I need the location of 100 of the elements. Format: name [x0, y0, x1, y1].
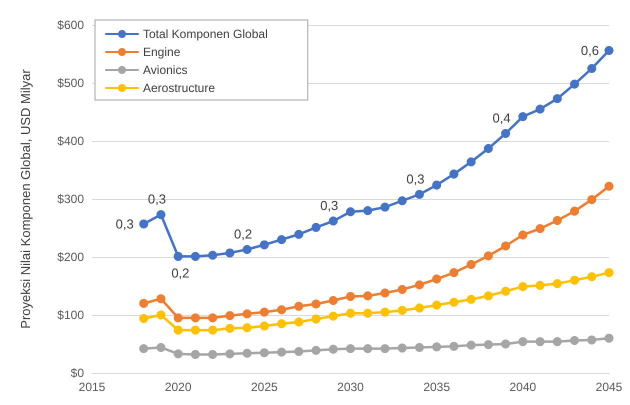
point	[398, 284, 407, 294]
point	[414, 342, 424, 352]
point	[277, 348, 286, 357]
point	[587, 195, 596, 204]
y-tick-label: $100	[57, 308, 84, 322]
point	[294, 317, 304, 326]
point	[190, 326, 200, 335]
point	[414, 190, 424, 199]
point	[208, 313, 218, 322]
point	[570, 80, 580, 89]
point	[552, 94, 562, 104]
annotation: 0,3	[406, 171, 424, 186]
point	[312, 346, 321, 355]
annotation: 0,6	[580, 43, 599, 58]
point	[346, 207, 355, 216]
point	[518, 112, 528, 122]
point	[363, 291, 372, 300]
point	[190, 252, 200, 261]
point	[328, 312, 338, 321]
point	[570, 336, 580, 346]
point	[587, 335, 596, 344]
point	[208, 350, 218, 359]
point	[260, 322, 269, 331]
point	[260, 240, 269, 250]
point	[208, 326, 218, 335]
legend-label: Engine	[143, 45, 181, 59]
point	[346, 344, 355, 354]
point	[156, 310, 166, 320]
point	[139, 344, 148, 354]
point	[449, 170, 458, 179]
point	[518, 337, 528, 346]
point	[156, 210, 166, 220]
point	[312, 299, 321, 308]
point	[225, 324, 234, 333]
point	[190, 313, 200, 322]
point	[432, 300, 442, 310]
point	[242, 323, 252, 332]
point	[484, 144, 493, 154]
point	[552, 216, 562, 225]
point	[363, 344, 372, 354]
point	[380, 288, 390, 298]
legend-label: Aerostructure	[143, 81, 216, 95]
y-tick-label: $0	[70, 366, 84, 380]
point	[242, 348, 252, 358]
point	[501, 241, 510, 250]
y-tick-label: $400	[57, 134, 84, 148]
point	[363, 206, 372, 216]
point	[484, 251, 493, 260]
annotation: 0,3	[148, 192, 166, 207]
point	[380, 344, 390, 354]
x-tick-label: 2040	[509, 380, 537, 394]
point	[484, 291, 493, 300]
point	[501, 340, 510, 348]
point	[536, 104, 545, 114]
point	[328, 296, 338, 305]
point	[570, 276, 580, 285]
point	[414, 304, 424, 313]
point	[536, 224, 545, 234]
point	[312, 222, 321, 232]
x-tick-label: 2045	[596, 380, 623, 394]
point	[449, 342, 458, 351]
point	[294, 230, 304, 239]
point	[552, 279, 562, 288]
point	[380, 202, 390, 212]
point	[518, 282, 528, 292]
x-tick-label: 2035	[423, 380, 450, 394]
point	[190, 350, 200, 359]
point	[466, 157, 476, 166]
legend-label: Total Komponen Global	[143, 27, 268, 41]
y-tick-label: $500	[57, 76, 84, 90]
legend-label: Avionics	[143, 63, 188, 77]
point	[260, 308, 269, 317]
y-axis-title: Proyeksi Nilai Komponen Global, USD Milyar	[18, 68, 33, 329]
point	[414, 280, 424, 290]
x-tick-label: 2025	[250, 380, 278, 394]
point	[174, 326, 183, 335]
point	[466, 294, 476, 304]
point	[328, 344, 338, 354]
x-tick-label: 2030	[337, 380, 364, 394]
point	[466, 260, 476, 270]
y-tick-label: $600	[57, 18, 84, 32]
point	[277, 305, 286, 314]
point	[587, 64, 596, 73]
point	[449, 298, 458, 307]
point	[208, 250, 218, 260]
point	[604, 182, 614, 191]
point	[604, 334, 614, 343]
point	[432, 180, 442, 190]
point	[346, 292, 355, 301]
point	[518, 230, 528, 240]
point	[536, 280, 545, 290]
point	[242, 309, 252, 318]
point	[501, 128, 510, 138]
point	[260, 348, 269, 358]
point	[398, 344, 407, 353]
point	[363, 308, 372, 318]
point	[312, 314, 321, 324]
point	[294, 347, 304, 356]
point	[380, 308, 390, 317]
point	[225, 311, 234, 320]
